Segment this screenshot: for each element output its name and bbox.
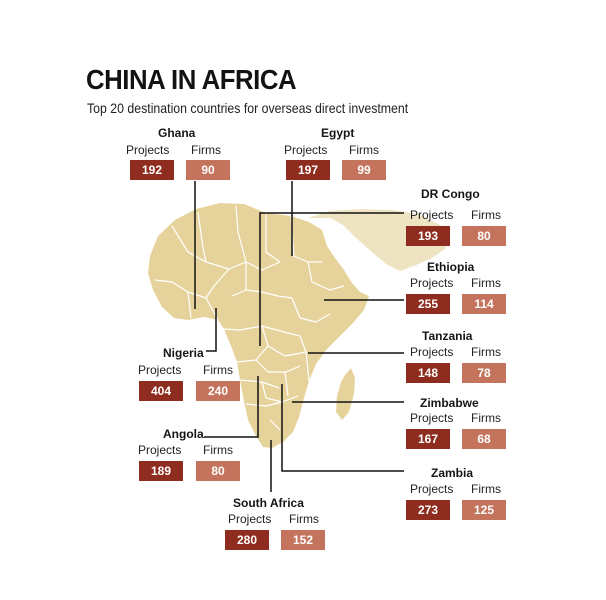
- projects-value-ethiopia: 255: [406, 294, 450, 314]
- projects-label: Projects: [138, 443, 182, 457]
- firms-value-angola: 80: [196, 461, 240, 481]
- projects-value-zimbabwe: 167: [406, 429, 450, 449]
- leader-line-nigeria: [206, 308, 217, 352]
- firms-value-zambia: 125: [462, 500, 506, 520]
- firms-label: Firms: [471, 345, 501, 359]
- africa-land: [148, 203, 369, 448]
- middle-east-land: [308, 209, 450, 271]
- firms-value-egypt: 99: [342, 160, 386, 180]
- country-name-south-africa: South Africa: [233, 496, 304, 510]
- country-name-ghana: Ghana: [158, 126, 196, 140]
- leader-lines: [194, 181, 404, 492]
- leader-line-angola: [204, 376, 259, 438]
- projects-value-tanzania: 148: [406, 363, 450, 383]
- projects-label: Projects: [228, 512, 272, 526]
- projects-label: Projects: [410, 411, 454, 425]
- firms-value-tanzania: 78: [462, 363, 506, 383]
- firms-label: Firms: [471, 411, 501, 425]
- country-name-tanzania: Tanzania: [422, 329, 473, 343]
- firms-label: Firms: [191, 143, 221, 157]
- projects-label: Projects: [284, 143, 328, 157]
- page-subtitle: Top 20 destination countries for oversea…: [87, 100, 409, 116]
- projects-value-angola: 189: [139, 461, 183, 481]
- country-name-angola: Angola: [163, 427, 204, 441]
- firms-label: Firms: [203, 363, 233, 377]
- projects-value-ghana: 192: [130, 160, 174, 180]
- firms-label: Firms: [203, 443, 233, 457]
- firms-value-ethiopia: 114: [462, 294, 506, 314]
- country-name-egypt: Egypt: [321, 126, 355, 140]
- projects-label: Projects: [138, 363, 182, 377]
- firms-value-zimbabwe: 68: [462, 429, 506, 449]
- country-name-nigeria: Nigeria: [163, 346, 204, 360]
- projects-value-south-africa: 280: [225, 530, 269, 550]
- firms-label: Firms: [349, 143, 379, 157]
- firms-value-south-africa: 152: [281, 530, 325, 550]
- projects-value-nigeria: 404: [139, 381, 183, 401]
- leader-line-zambia: [281, 384, 404, 472]
- firms-label: Firms: [471, 482, 501, 496]
- projects-label: Projects: [410, 208, 454, 222]
- firms-value-dr-congo: 80: [462, 226, 506, 246]
- projects-label: Projects: [410, 276, 454, 290]
- projects-value-dr-congo: 193: [406, 226, 450, 246]
- madagascar-land: [336, 368, 355, 420]
- projects-value-egypt: 197: [286, 160, 330, 180]
- firms-value-nigeria: 240: [196, 381, 240, 401]
- country-name-zimbabwe: Zimbabwe: [420, 396, 479, 410]
- country-name-dr-congo: DR Congo: [421, 187, 480, 201]
- country-name-ethiopia: Ethiopia: [427, 260, 475, 274]
- projects-value-zambia: 273: [406, 500, 450, 520]
- firms-label: Firms: [471, 276, 501, 290]
- leader-line-drcongo: [259, 212, 404, 346]
- firms-label: Firms: [289, 512, 319, 526]
- firms-label: Firms: [471, 208, 501, 222]
- firms-value-ghana: 90: [186, 160, 230, 180]
- country-name-zambia: Zambia: [431, 466, 474, 480]
- projects-label: Projects: [410, 482, 454, 496]
- projects-label: Projects: [126, 143, 170, 157]
- projects-label: Projects: [410, 345, 454, 359]
- page-title: CHINA IN AFRICA: [86, 64, 297, 95]
